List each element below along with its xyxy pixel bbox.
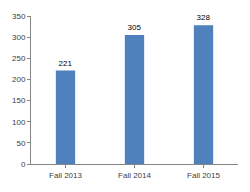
svg-text:Fall 2014: Fall 2014 [118,171,151,180]
svg-text:50: 50 [16,139,25,148]
svg-text:328: 328 [197,13,211,22]
svg-text:300: 300 [12,33,26,42]
svg-text:0: 0 [21,160,26,169]
svg-text:Fall 2013: Fall 2013 [49,171,82,180]
svg-text:221: 221 [59,59,73,68]
svg-text:250: 250 [12,54,26,63]
svg-text:150: 150 [12,96,26,105]
svg-text:Fall 2015: Fall 2015 [187,171,220,180]
svg-text:305: 305 [128,23,142,32]
svg-text:350: 350 [12,12,26,21]
svg-text:200: 200 [12,75,26,84]
svg-text:100: 100 [12,118,26,127]
